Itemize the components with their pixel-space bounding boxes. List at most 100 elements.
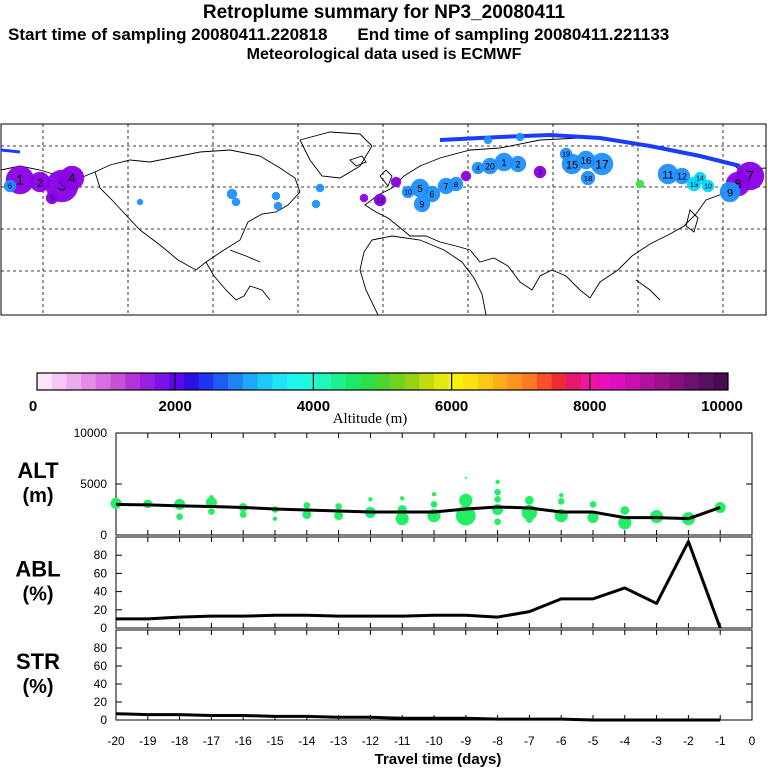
plume-circle [373, 193, 387, 207]
x-axis-label: Travel time (days) [375, 751, 502, 768]
plume-circle [45, 191, 59, 205]
colorbar-ticks: 0 2000 4000 6000 8000 10000 [29, 373, 743, 415]
colorbar-cell [669, 373, 685, 390]
time-series-panels: ALT(m)0500010000ABL(%)020406080STR(%)020… [15, 426, 755, 748]
x-tick-label: -2 [683, 734, 694, 748]
plume-circle [136, 198, 144, 206]
colorbar-cell [257, 373, 273, 390]
plume-circle [390, 176, 402, 188]
scatter-point [335, 503, 342, 510]
scatter-point [395, 512, 409, 526]
scatter-point [302, 510, 312, 519]
panel-abl: ABL(%) 0 20 40 60 80 [15, 536, 753, 635]
plume-circle [3, 179, 17, 193]
colorbar-cell [713, 373, 729, 390]
colorbar-cell [95, 373, 111, 390]
plume-day-label: 13 [690, 180, 699, 189]
colorbar-cell [448, 373, 464, 390]
x-tick-label: -12 [362, 734, 380, 748]
colorbar-cell [389, 373, 405, 390]
plume-circle [693, 171, 707, 185]
colorbar-cell [639, 373, 655, 390]
plume-circle [559, 147, 573, 161]
colorbar-cell [228, 373, 244, 390]
scatter-point [494, 518, 501, 526]
scatter-point [431, 492, 437, 497]
scatter-point [303, 502, 311, 509]
plume-day-label: 18 [584, 174, 593, 183]
x-tick-label: -17 [203, 734, 221, 748]
colorbar-cell [698, 373, 714, 390]
scatter-point [272, 516, 278, 521]
panel-unit: (%) [22, 676, 53, 698]
colorbar-cell [610, 373, 626, 390]
plume-circle [311, 199, 321, 209]
y-tick-label: 10000 [74, 426, 108, 440]
plume-day-label: 15 [566, 160, 578, 172]
plume-day-label: 16 [581, 156, 592, 167]
x-tick-label: -3 [651, 734, 662, 748]
colorbar-cell [272, 373, 288, 390]
plume-day-label: 19 [562, 152, 570, 159]
colorbar-cell [316, 373, 332, 390]
x-tick-label: -10 [425, 734, 443, 748]
start-time-label: Start time of sampling 20080411.220818 [8, 25, 328, 44]
plume-day-label: 3 [538, 170, 542, 177]
plume-day-label: 11 [662, 170, 673, 182]
scatter-point [589, 501, 597, 508]
x-tick-label: -5 [588, 734, 599, 748]
y-tick-label: 0 [100, 713, 107, 727]
colorbar-cell [507, 373, 523, 390]
colorbar-cell [404, 373, 420, 390]
colorbar-cell [625, 373, 641, 390]
colorbar-tick-label: 8000 [573, 398, 606, 415]
y-tick-label: 0 [100, 528, 107, 542]
panel-alt: ALT(m) 0 5000 10000 [17, 426, 753, 542]
scatter-point [400, 496, 405, 501]
panel-frame [115, 629, 753, 721]
colorbar-cell [551, 373, 567, 390]
x-tick-label: -14 [298, 734, 316, 748]
colorbar-cell [286, 373, 303, 390]
scatter-point [714, 501, 726, 513]
plume-day-label: 2 [37, 178, 43, 190]
panel-str: STR(%) 0 20 40 60 80 [16, 629, 753, 727]
plume-circle [509, 155, 527, 173]
colorbar-cell [184, 373, 200, 390]
panel-unit: (m) [22, 485, 53, 507]
x-tick-label: -8 [492, 734, 503, 748]
scatter-point [459, 493, 473, 507]
plume-day-label: 17 [595, 158, 609, 172]
colorbar-cell [419, 373, 435, 390]
scatter-point [464, 476, 467, 479]
x-tick-label: -1 [715, 734, 726, 748]
y-tick-label: 20 [94, 695, 108, 709]
plume-circle [483, 135, 493, 145]
y-tick-label: 60 [94, 566, 108, 580]
plume-circle [590, 152, 614, 176]
plume-day-label: 7 [746, 168, 754, 184]
sampling-times: Start time of sampling 20080411.220818 En… [8, 25, 768, 45]
colorbar-cell [536, 373, 552, 390]
plume-day-label: 8 [734, 177, 741, 192]
scatter-point [334, 511, 343, 521]
colorbar-cell [360, 373, 376, 390]
x-tick-label: -9 [460, 734, 471, 748]
plume-circle [460, 170, 472, 182]
plume-circle [359, 193, 369, 203]
y-tick-label: 40 [94, 585, 108, 599]
x-tick-label: -13 [330, 734, 348, 748]
plume-day-label: 1 [501, 158, 507, 169]
colorbar-cell [492, 373, 508, 390]
colorbar-cell [198, 373, 214, 390]
plume-day-label: 5 [417, 184, 423, 195]
page-title: Retroplume summary for NP3_20080411 [202, 2, 566, 23]
plume-circle [580, 170, 596, 186]
y-tick-label: 60 [94, 659, 108, 673]
plume-circle [471, 161, 485, 175]
series-line [115, 712, 721, 722]
scatter-point [208, 508, 215, 515]
